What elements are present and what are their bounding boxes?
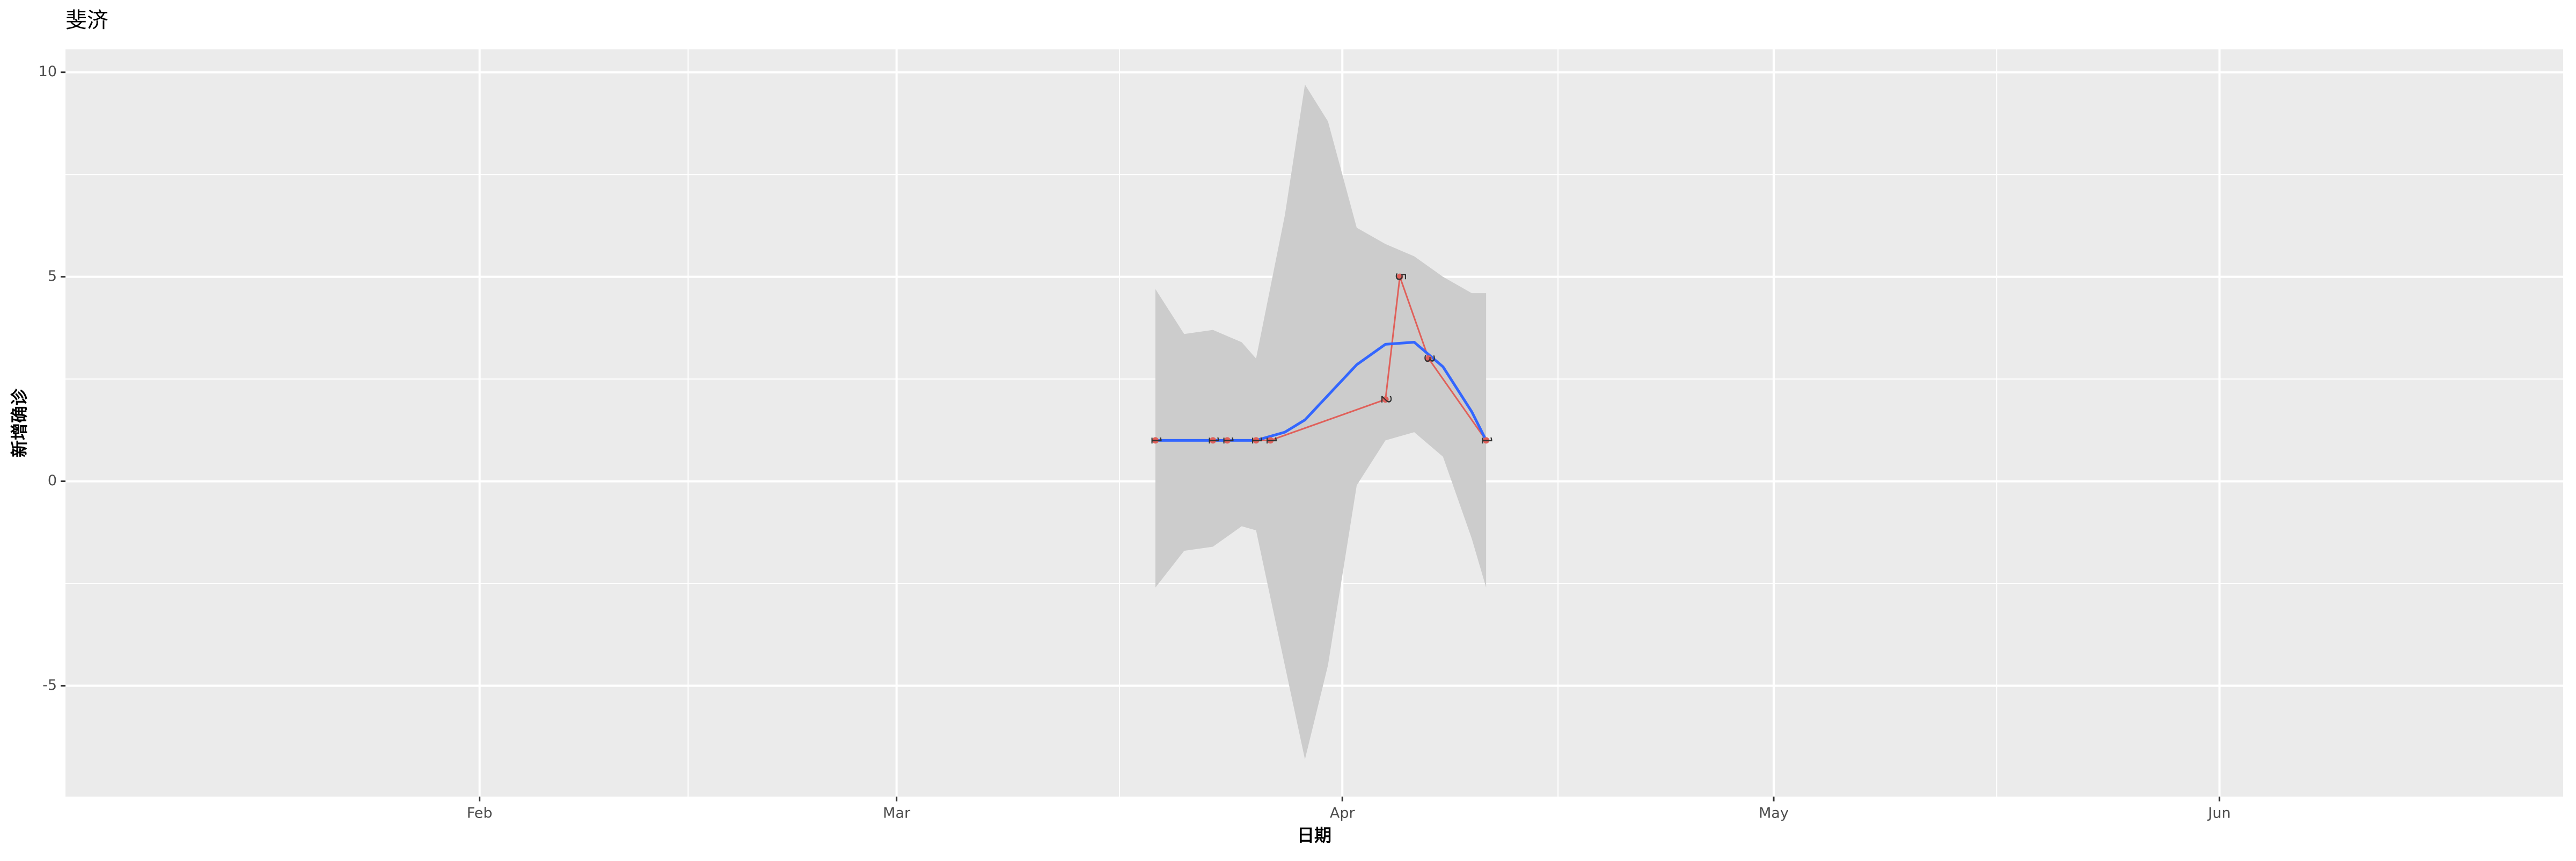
x-tick-label: Apr (1330, 805, 1356, 822)
data-point (1382, 396, 1389, 403)
data-label: 1 (1147, 436, 1163, 445)
data-point (1396, 273, 1403, 280)
data-label: 1 (1219, 436, 1235, 445)
y-tick-label: 5 (48, 268, 57, 284)
smooth-line (1155, 341, 1488, 442)
data-label: 5 (1392, 272, 1408, 281)
data-label: 1 (1479, 436, 1495, 445)
x-tick-label: May (1759, 805, 1789, 822)
data-label: 1 (1263, 436, 1279, 445)
data-point (1210, 437, 1217, 444)
data-label: 1 (1248, 436, 1264, 445)
y-tick-label: 0 (48, 472, 57, 489)
data-point (1152, 437, 1159, 444)
data-point (1267, 437, 1274, 444)
x-axis-label: 日期 (1297, 825, 1331, 845)
data-point (1483, 437, 1490, 444)
chart-title: 斐济 (65, 8, 108, 33)
data-point (1425, 355, 1432, 362)
y-axis-label: 新增确诊 (9, 388, 30, 457)
data-label: 3 (1421, 354, 1437, 363)
data-label: 1 (1205, 436, 1221, 445)
data-point (1224, 437, 1231, 444)
x-tick-label: Jun (2207, 805, 2231, 822)
y-tick-label: -5 (42, 677, 57, 694)
data-point (1253, 437, 1260, 444)
y-tick-label: 10 (39, 63, 57, 80)
x-tick-label: Mar (883, 805, 911, 822)
data-label: 2 (1378, 395, 1394, 404)
x-tick-label: Feb (467, 805, 493, 822)
